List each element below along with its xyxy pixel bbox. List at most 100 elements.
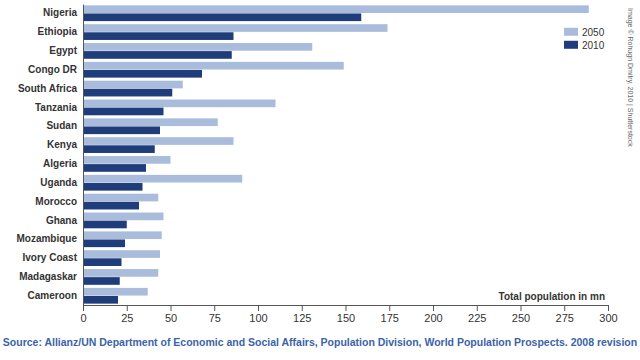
bar (83, 183, 143, 191)
tick-mark (564, 305, 565, 311)
category-label: Ghana (46, 215, 78, 226)
bar (83, 164, 146, 172)
legend-swatch (564, 28, 578, 36)
category-label: Ethiopia (38, 26, 78, 37)
source: Source: Allianz/UN Department of Economi… (3, 336, 637, 348)
bar (83, 32, 234, 40)
tick: 200 (424, 305, 442, 324)
bars (83, 5, 589, 303)
tick: Algeria (43, 158, 77, 169)
bar (83, 213, 164, 221)
tick-mark (521, 305, 522, 311)
category-label: Mozambique (16, 233, 77, 244)
legend-label: 2050 (582, 27, 605, 38)
category-label: Uganda (40, 177, 77, 188)
category-label: Tanzania (35, 102, 77, 113)
category-label: Kenya (47, 139, 77, 150)
tick-mark (433, 305, 434, 311)
bar (83, 70, 202, 78)
tick: 150 (337, 305, 355, 324)
bar (83, 221, 127, 229)
tick-label: 125 (293, 312, 311, 324)
tick-label: 0 (80, 312, 86, 324)
tick: 300 (599, 305, 617, 324)
bar (83, 145, 155, 153)
tick: Mozambique (16, 233, 77, 244)
bar (83, 202, 139, 210)
tick: Ivory Coast (23, 252, 78, 263)
bar (83, 118, 218, 126)
chart: 0255075100125150175200225250275300Nigeri… (0, 0, 640, 360)
tick-label: 275 (556, 312, 574, 324)
category-label: Ivory Coast (23, 252, 78, 263)
tick-mark (346, 305, 347, 311)
plot: 0255075100125150175200225250275300Nigeri… (16, 5, 617, 324)
legend: 2050 2010 (564, 27, 605, 51)
credit: Image © Rohugn Dmitry, 2010 | Shuttersto… (626, 8, 634, 147)
bar (83, 239, 125, 247)
tick-mark (389, 305, 390, 311)
bar (83, 5, 589, 13)
legend-item: 2050 (564, 27, 605, 38)
x-axis: 0 25 50 75 100 125 150 175 200 225 250 275 300 (80, 305, 617, 324)
tick: South Africa (18, 83, 78, 94)
legend-label: 2010 (582, 40, 605, 51)
tick-mark (258, 305, 259, 311)
tick: 50 (165, 305, 177, 324)
category-label: Madagaskar (19, 271, 77, 282)
bar (83, 277, 120, 285)
tick: 175 (381, 305, 399, 324)
category-label: Egypt (49, 45, 77, 56)
bar (83, 81, 183, 89)
tick-mark (302, 305, 303, 311)
bar (83, 62, 344, 70)
category-label: Algeria (43, 158, 77, 169)
tick-mark (127, 305, 128, 311)
category-label: South Africa (18, 83, 78, 94)
category-label: Sudan (46, 120, 77, 131)
bar (83, 126, 160, 134)
axis-line (83, 5, 84, 306)
tick: 225 (468, 305, 486, 324)
tick-label: 50 (165, 312, 177, 324)
tick: Kenya (47, 139, 77, 150)
tick-mark (171, 305, 172, 311)
bar (83, 231, 162, 239)
tick-label: 100 (249, 312, 267, 324)
tick-mark (608, 305, 609, 311)
tick: Tanzania (35, 102, 77, 113)
tick-mark (83, 305, 84, 311)
bar (83, 296, 118, 304)
bar (83, 194, 158, 202)
bar (83, 51, 232, 59)
tick: Uganda (40, 177, 77, 188)
bar (83, 89, 172, 97)
y-axis: NigeriaEthiopiaEgyptCongo DRSouth Africa… (16, 5, 83, 306)
tick: 275 (556, 305, 574, 324)
bar (83, 108, 164, 116)
tick: 25 (121, 305, 133, 324)
tick: Ghana (46, 215, 78, 226)
bar (83, 156, 171, 164)
bar (83, 269, 158, 277)
bar (83, 175, 242, 183)
tick: 125 (293, 305, 311, 324)
bar (83, 288, 148, 296)
tick-label: 175 (381, 312, 399, 324)
tick-label: 250 (512, 312, 530, 324)
tick: 75 (209, 305, 221, 324)
bar (83, 258, 122, 266)
tick: Morocco (35, 196, 77, 207)
bar (83, 250, 160, 258)
tick-label: 300 (599, 312, 617, 324)
bar (83, 137, 234, 145)
tick-label: 200 (424, 312, 442, 324)
tick-mark (477, 305, 478, 311)
tick: Congo DR (28, 64, 78, 75)
bar (83, 13, 361, 21)
axis-title: Total population in mn (499, 291, 605, 302)
tick-label: 25 (121, 312, 133, 324)
tick-label: 225 (468, 312, 486, 324)
tick: Ethiopia (38, 26, 78, 37)
legend-item: 2010 (564, 40, 605, 51)
